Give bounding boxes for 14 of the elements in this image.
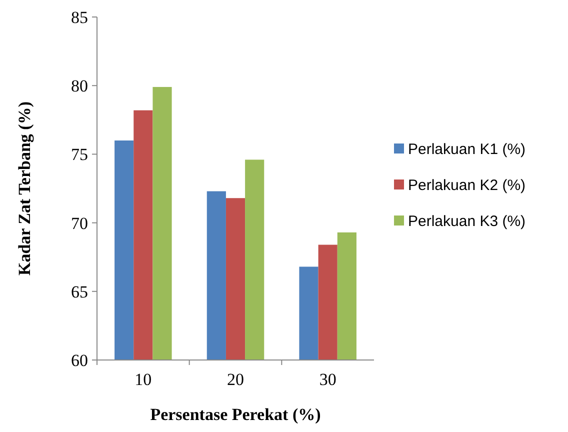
y-tick-label: 65 [71,282,88,302]
x-tick-label: 10 [134,370,152,389]
x-axis-title: Persentase Perekat (%) [150,405,321,424]
legend-label: Perlakuan K2 (%) [408,176,526,194]
x-tick-label: 20 [227,370,244,389]
legend-label: Perlakuan K1 (%) [408,140,526,158]
y-tick-label: 75 [71,145,88,164]
y-tick-label: 60 [71,350,88,370]
legend-label: Perlakuan K3 (%) [408,212,526,230]
y-tick-label: 85 [71,8,88,27]
x-tick-label: 30 [319,370,336,389]
y-tick-label: 80 [71,76,88,96]
y-tick-label: 70 [71,214,88,233]
y-axis-title: Kadar Zat Terbang (%) [15,102,34,276]
